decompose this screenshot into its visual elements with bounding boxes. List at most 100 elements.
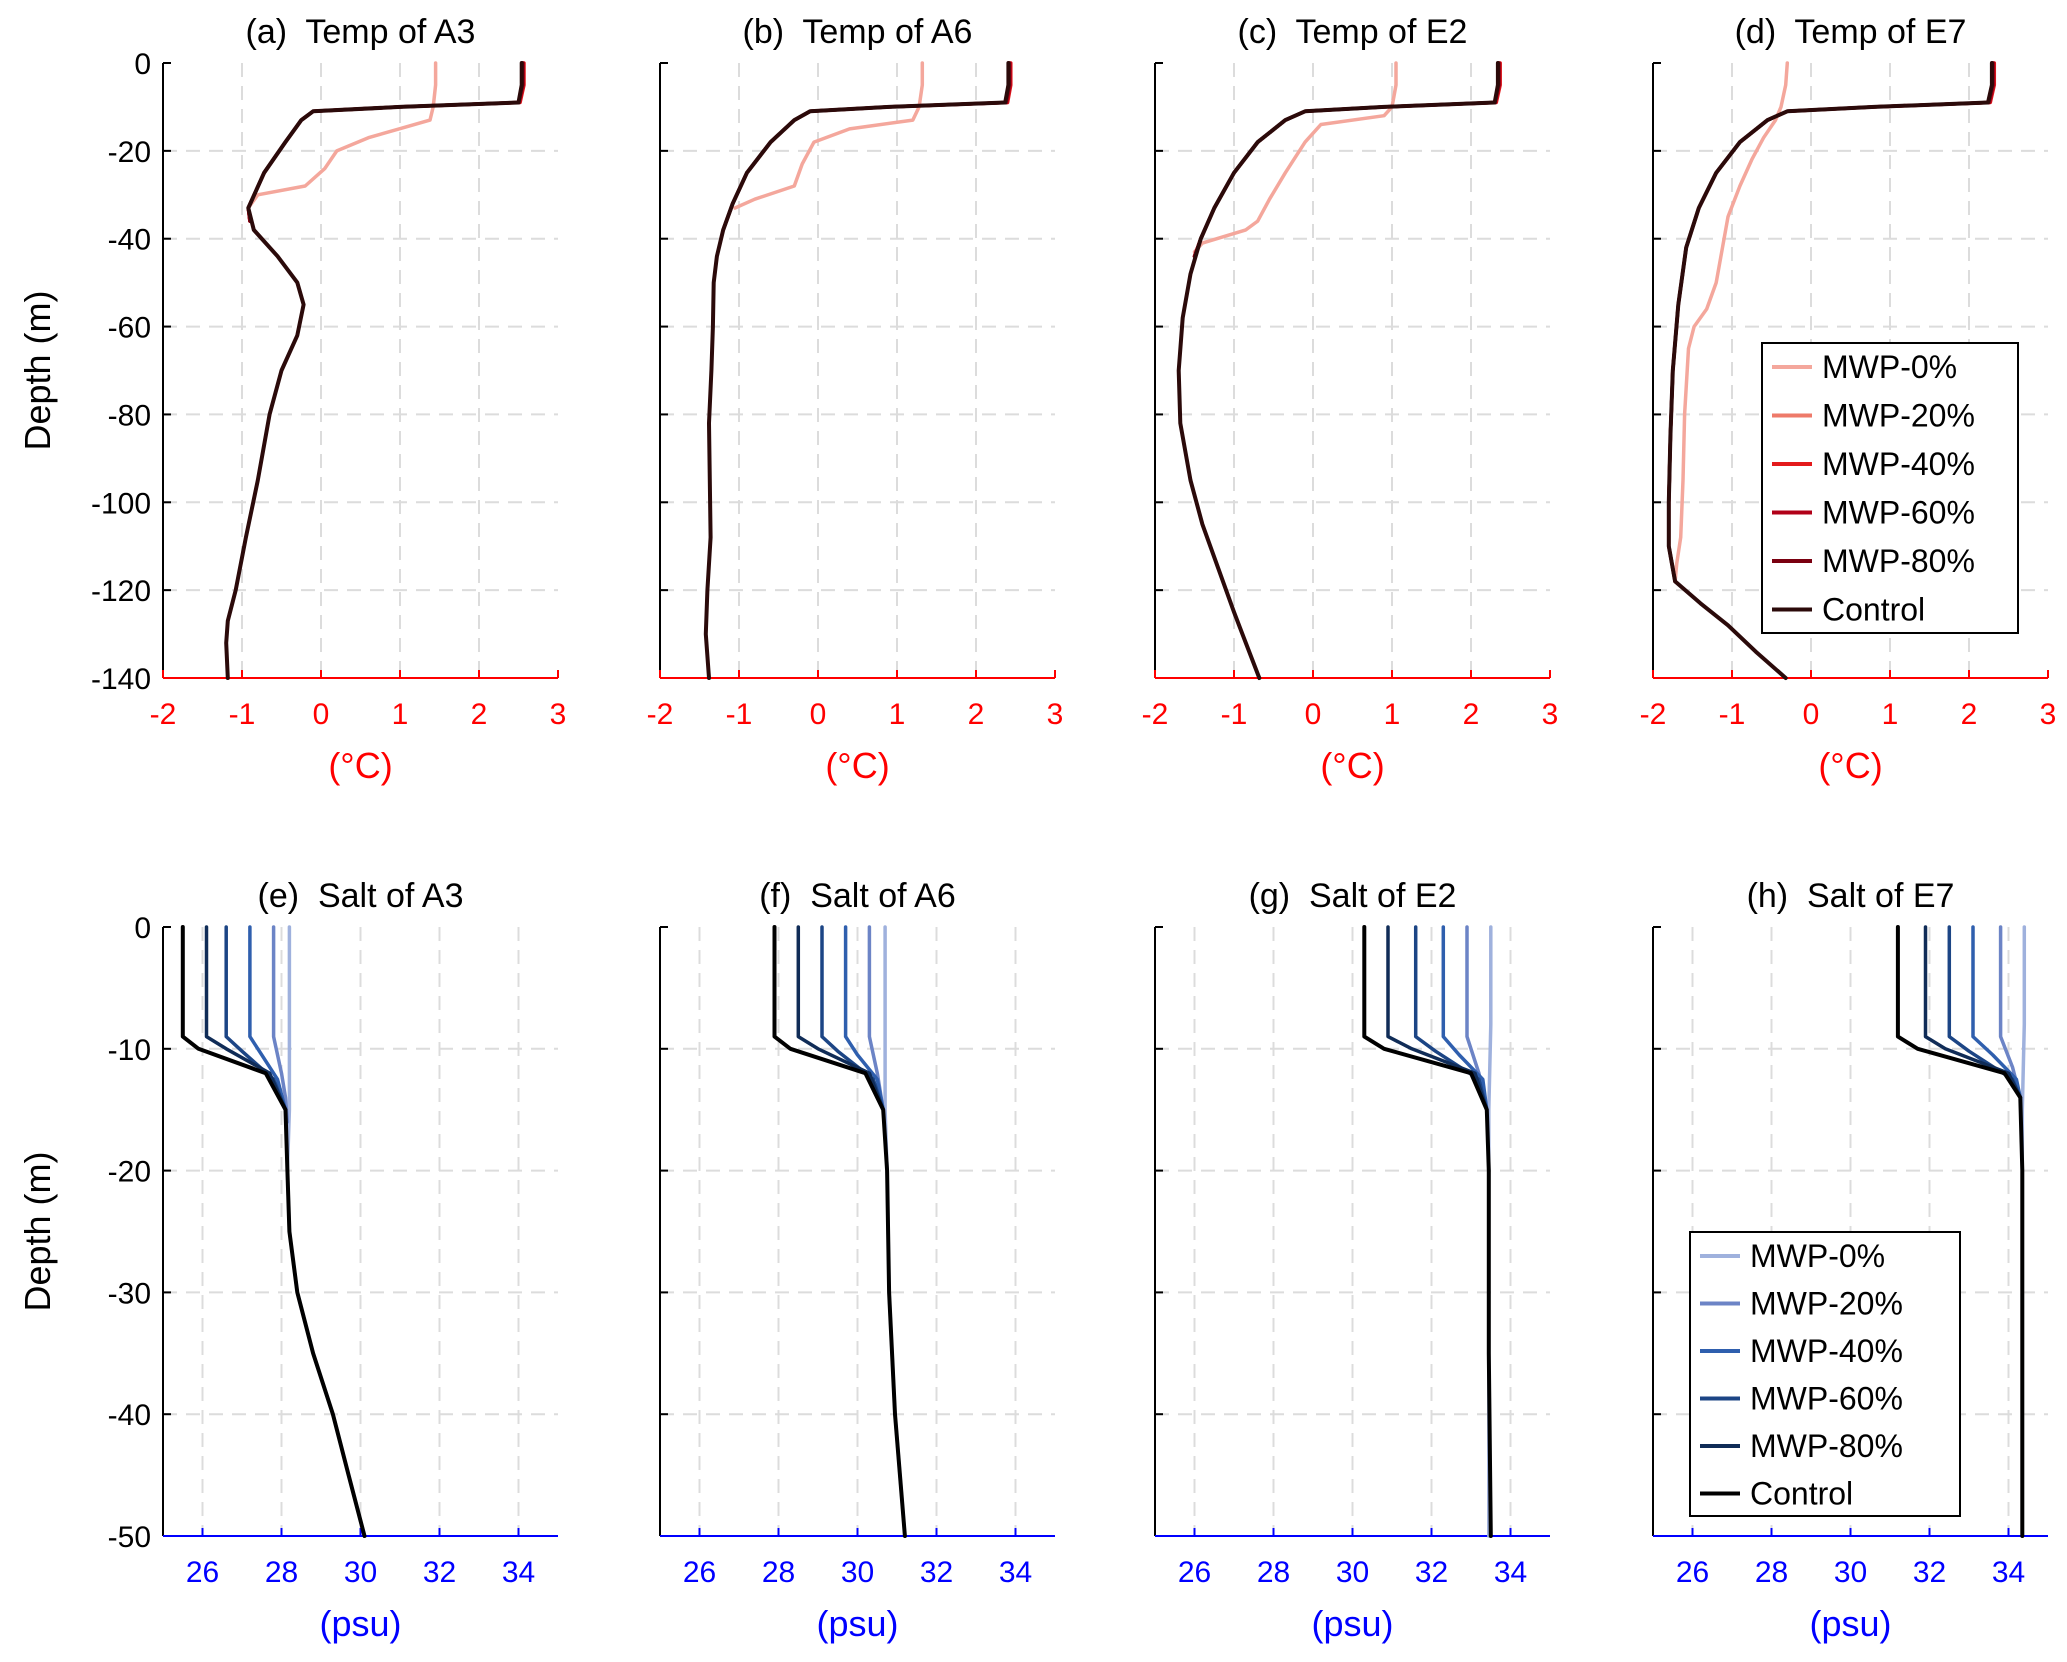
series-line-mwp-60-	[224, 925, 288, 1112]
x-tick-label: 1	[889, 698, 906, 731]
y-tick-label: -140	[91, 663, 151, 696]
y-axis-label: Depth (m)	[17, 290, 58, 450]
series-line-mwp-80-	[1192, 61, 1501, 259]
x-tick-label: 30	[841, 1556, 874, 1589]
y-tick-label: -10	[108, 1034, 151, 1067]
x-axis-label: (psu)	[319, 1603, 401, 1644]
x-tick-label: 28	[762, 1556, 795, 1589]
series-line-mwp-80-	[204, 925, 288, 1112]
legend-label: MWP-80%	[1822, 543, 1975, 579]
series-line-mwp-20-	[246, 61, 525, 223]
panel-c: -2 -1 0 1 2 3 (°C) (c) Temp of E2	[1142, 13, 1559, 786]
x-tick-label: -2	[150, 698, 177, 731]
x-tick-label: -2	[1142, 698, 1169, 731]
series-line-mwp-80-	[796, 925, 885, 1112]
series-group	[703, 61, 1013, 680]
legend-box	[1689, 1231, 1961, 1517]
panel-d: -2 -1 0 1 2 3(°C)(d) Temp of E7MWP-0%MWP-20%M…	[1640, 13, 2057, 786]
series-line-mwp-60-	[246, 61, 525, 223]
x-tick-label: 30	[344, 1556, 377, 1589]
x-tick-label: 1	[1384, 698, 1401, 731]
x-tick-label: 0	[1305, 698, 1322, 731]
series-group	[1895, 925, 2027, 1538]
series-line-mwp-80-	[246, 61, 525, 223]
series-line-mwp-80-	[1386, 925, 1489, 1112]
grid	[1155, 927, 1550, 1536]
legend-box	[1761, 342, 2019, 634]
legend-label: Control	[1822, 592, 1925, 628]
x-tick-label: 32	[920, 1556, 953, 1589]
panel-title: (e) Salt of A3	[258, 877, 464, 915]
x-tick-label: 3	[1047, 698, 1064, 731]
panel-g: 26 28 30 32 34 (psu) (g) Salt of E2	[1154, 877, 1550, 1644]
x-tick-label: 30	[1336, 1556, 1369, 1589]
y-tick-label: -50	[108, 1521, 151, 1554]
x-tick-label: -2	[647, 698, 674, 731]
x-tick-label: 2	[1961, 698, 1978, 731]
legend-label: Control	[1750, 1476, 1853, 1512]
x-tick-label: 34	[1992, 1556, 2025, 1589]
panel-f: 26 28 30 32 34 (psu) (f) Salt of A6	[659, 877, 1055, 1644]
legend-label: MWP-0%	[1750, 1238, 1885, 1274]
series-line-mwp-40-	[843, 925, 885, 1112]
grid	[163, 927, 558, 1536]
x-tick-label: -2	[1640, 698, 1667, 731]
series-line-mwp-40-	[1192, 61, 1502, 259]
x-tick-label: 28	[1755, 1556, 1788, 1589]
x-tick-label: -1	[1221, 698, 1248, 731]
x-axis-label: (psu)	[1809, 1603, 1891, 1644]
x-tick-label: 2	[968, 698, 985, 731]
y-tick-label: -40	[108, 1399, 151, 1432]
x-axis-label: (°C)	[1320, 745, 1384, 786]
x-axis-label: (°C)	[825, 745, 889, 786]
x-tick-label: 32	[1913, 1556, 1946, 1589]
x-tick-label: 3	[550, 698, 567, 731]
legend: MWP-0% MWP-20% MWP-40% MWP-60% MWP-80% Contro…	[1761, 342, 2019, 634]
panel-title: (g) Salt of E2	[1249, 877, 1457, 915]
panel-title: (d) Temp of E7	[1735, 13, 1967, 51]
panel-title: (f) Salt of A6	[759, 877, 956, 915]
series-line-control	[1176, 61, 1500, 680]
x-tick-label: 28	[1257, 1556, 1290, 1589]
x-axis-label: (psu)	[816, 1603, 898, 1644]
legend-label: MWP-20%	[1750, 1286, 1903, 1322]
series-line-mwp-40-	[246, 61, 526, 223]
panel-title: (b) Temp of A6	[743, 13, 973, 51]
y-axis-label: Depth (m)	[17, 1151, 58, 1311]
panel-title: (h) Salt of E7	[1747, 877, 1955, 915]
y-tick-label: -40	[108, 224, 151, 257]
y-tick-label: 0	[134, 912, 151, 945]
legend-label: MWP-80%	[1750, 1428, 1903, 1464]
series-line-mwp-40-	[1971, 925, 2023, 1100]
y-tick-label: 0	[134, 48, 151, 81]
legend-label: MWP-20%	[1822, 398, 1975, 434]
series-group	[224, 61, 526, 680]
legend-label: MWP-40%	[1822, 446, 1975, 482]
x-tick-label: 0	[1803, 698, 1820, 731]
x-axis-label: (psu)	[1311, 1603, 1393, 1644]
y-tick-label: -80	[108, 399, 151, 432]
legend: MWP-0% MWP-20% MWP-40% MWP-60% MWP-80% Contro…	[1689, 1231, 1961, 1517]
series-line-control	[224, 61, 524, 680]
series-group	[1362, 925, 1493, 1538]
x-axis-label: (°C)	[328, 745, 392, 786]
series-line-control	[1895, 925, 2025, 1538]
x-tick-label: 28	[265, 1556, 298, 1589]
x-tick-label: 30	[1834, 1556, 1867, 1589]
y-tick-label: -20	[108, 136, 151, 169]
series-line-mwp-60-	[1192, 61, 1502, 259]
series-group	[1176, 61, 1502, 680]
x-tick-label: 3	[1542, 698, 1559, 731]
x-tick-label: 34	[999, 1556, 1032, 1589]
x-tick-label: 26	[1178, 1556, 1211, 1589]
grid	[1155, 63, 1550, 678]
series-line-mwp-0-	[733, 61, 925, 210]
series-line-mwp-80-	[1923, 925, 2023, 1100]
series-line-control	[180, 925, 367, 1538]
y-tick-label: -100	[91, 487, 151, 520]
x-tick-label: 0	[810, 698, 827, 731]
x-tick-label: -1	[726, 698, 753, 731]
x-tick-label: 1	[1882, 698, 1899, 731]
x-tick-label: -1	[229, 698, 256, 731]
